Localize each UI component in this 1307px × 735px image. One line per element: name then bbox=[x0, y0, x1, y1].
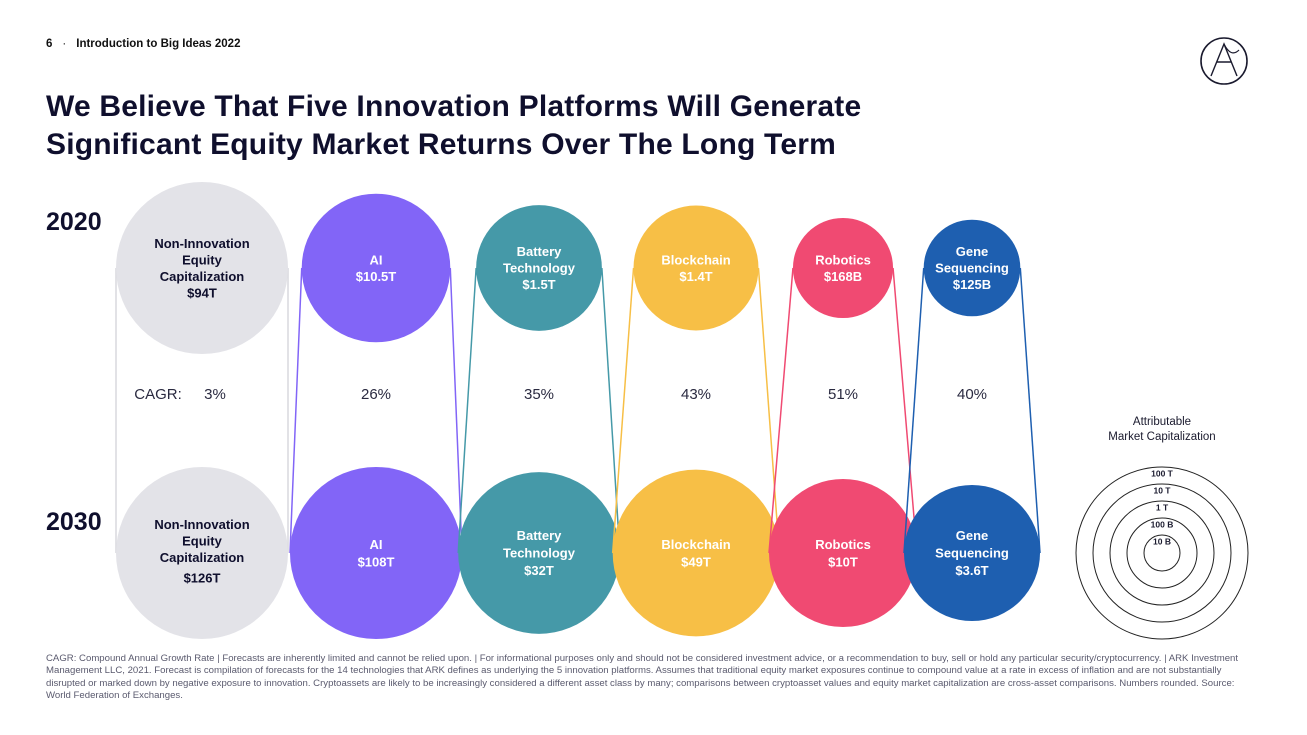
page-header: 6 · Introduction to Big Ideas 2022 bbox=[46, 38, 240, 50]
gene-sequencing-label-2030: Sequencing bbox=[935, 546, 1009, 561]
gene-sequencing-label-2020: Sequencing bbox=[935, 261, 1009, 276]
non-innovation-equity-capitalization-label-2030: Capitalization bbox=[160, 550, 245, 565]
robotics-label-2030: Robotics bbox=[815, 537, 871, 552]
robotics-connector-right bbox=[892, 267, 918, 554]
blockchain-value-2020: $1.4T bbox=[679, 269, 712, 284]
gene-sequencing-connector-left bbox=[903, 267, 925, 554]
robotics-value-2030: $10T bbox=[828, 554, 858, 569]
legend-title-line-1: Attributable bbox=[1133, 416, 1191, 428]
gene-sequencing-label-2020: Gene bbox=[956, 244, 989, 259]
robotics-connector-left bbox=[768, 267, 794, 554]
ai-bubble-2030 bbox=[290, 467, 462, 639]
battery-technology-bubble-2030 bbox=[458, 472, 620, 634]
gene-sequencing-connector-right bbox=[1019, 267, 1041, 554]
blockchain-cagr: 43% bbox=[681, 386, 711, 403]
legend-ring-label: 10 T bbox=[1153, 486, 1171, 496]
legend-ring bbox=[1143, 534, 1181, 572]
gene-sequencing-value-2020: $125B bbox=[953, 277, 991, 292]
ai-connector-left bbox=[289, 267, 303, 554]
non-innovation-equity-capitalization-label-2030: Non-Innovation bbox=[154, 517, 249, 532]
blockchain-connector-left bbox=[611, 267, 635, 554]
robotics-bubble-2030 bbox=[769, 479, 917, 627]
gene-sequencing-bubble-2020 bbox=[923, 219, 1021, 317]
non-innovation-equity-capitalization-bubble-2020 bbox=[116, 182, 288, 354]
legend-ring-label: 10 B bbox=[1153, 537, 1171, 547]
year-label-2030: 2030 bbox=[46, 508, 102, 536]
battery-technology-label-2030: Battery bbox=[517, 528, 563, 543]
blockchain-value-2030: $49T bbox=[681, 554, 711, 569]
blockchain-label-2020: Blockchain bbox=[661, 252, 730, 267]
legend-ring-label: 100 T bbox=[1151, 469, 1174, 479]
cagr-label: CAGR: bbox=[134, 386, 182, 403]
ai-connector-right bbox=[449, 267, 463, 554]
page-title: We Believe That Five Innovation Platform… bbox=[46, 88, 1026, 164]
robotics-cagr: 51% bbox=[828, 386, 858, 403]
legend-ring bbox=[1092, 483, 1232, 623]
gene-sequencing-cagr: 40% bbox=[957, 386, 987, 403]
section-title: Introduction to Big Ideas 2022 bbox=[76, 38, 241, 50]
robotics-label-2020: Robotics bbox=[815, 252, 871, 267]
ai-value-2030: $108T bbox=[358, 554, 395, 569]
non-innovation-equity-capitalization-value-2030: $126T bbox=[184, 571, 221, 586]
non-innovation-equity-capitalization-label-2020: Non-Innovation bbox=[154, 236, 249, 251]
legend-title-line-2: Market Capitalization bbox=[1108, 431, 1215, 443]
battery-technology-connector-left bbox=[457, 267, 477, 554]
battery-technology-cagr: 35% bbox=[524, 386, 554, 403]
battery-technology-bubble-2020 bbox=[476, 205, 602, 331]
ark-logo-icon bbox=[1200, 37, 1248, 85]
legend-ring bbox=[1075, 466, 1249, 640]
legend-ring bbox=[1126, 517, 1198, 589]
title-line-1: We Believe That Five Innovation Platform… bbox=[46, 90, 862, 123]
ai-cagr: 26% bbox=[361, 386, 391, 403]
blockchain-bubble-2020 bbox=[633, 205, 759, 331]
non-innovation-equity-capitalization-value-2020: $94T bbox=[187, 285, 217, 300]
blockchain-connector-right bbox=[757, 267, 781, 554]
battery-technology-value-2030: $32T bbox=[524, 563, 554, 578]
ai-label-2020: AI bbox=[370, 252, 383, 267]
legend-ring-label: 100 B bbox=[1151, 520, 1174, 530]
gene-sequencing-value-2030: $3.6T bbox=[955, 563, 988, 578]
non-innovation-equity-capitalization-label-2020: Capitalization bbox=[160, 269, 245, 284]
footnote: CAGR: Compound Annual Growth Rate | Fore… bbox=[46, 653, 1239, 702]
non-innovation-equity-capitalization-cagr: 3% bbox=[204, 386, 226, 403]
battery-technology-value-2020: $1.5T bbox=[522, 277, 555, 292]
robotics-bubble-2020 bbox=[792, 217, 894, 319]
legend-ring-label: 1 T bbox=[1156, 503, 1169, 513]
battery-technology-label-2020: Battery bbox=[517, 244, 563, 259]
page-number: 6 bbox=[46, 38, 53, 50]
header-separator: · bbox=[62, 38, 67, 50]
blockchain-label-2030: Blockchain bbox=[661, 537, 730, 552]
ai-bubble-2020 bbox=[301, 193, 451, 343]
title-line-2: Significant Equity Market Returns Over T… bbox=[46, 128, 836, 161]
non-innovation-equity-capitalization-label-2020: Equity bbox=[182, 252, 222, 267]
robotics-value-2020: $168B bbox=[824, 269, 862, 284]
battery-technology-label-2020: Technology bbox=[503, 261, 576, 276]
legend-ring bbox=[1109, 500, 1215, 606]
ai-value-2020: $10.5T bbox=[356, 269, 397, 284]
non-innovation-equity-capitalization-bubble-2030 bbox=[116, 467, 288, 639]
non-innovation-equity-capitalization-label-2030: Equity bbox=[182, 534, 222, 549]
battery-technology-label-2030: Technology bbox=[503, 546, 576, 561]
gene-sequencing-bubble-2030 bbox=[903, 484, 1041, 622]
ai-label-2030: AI bbox=[370, 537, 383, 552]
gene-sequencing-label-2030: Gene bbox=[956, 528, 989, 543]
blockchain-bubble-2030 bbox=[612, 469, 780, 637]
year-label-2020: 2020 bbox=[46, 208, 102, 236]
